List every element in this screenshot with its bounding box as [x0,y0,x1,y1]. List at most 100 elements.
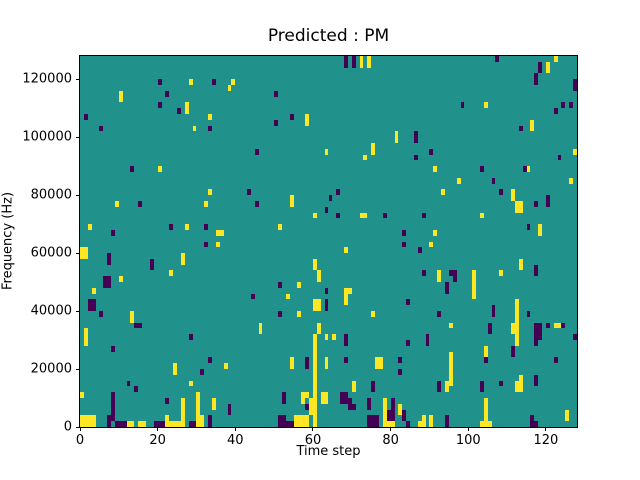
heatmap-cell [421,270,426,277]
heatmap-cell [448,380,453,387]
heatmap-cell [312,392,317,399]
heatmap-cell [312,398,317,404]
heatmap-cell [188,380,193,387]
heatmap-cell [378,357,383,364]
heatmap-cell [344,334,348,341]
heatmap-cell [278,282,282,288]
heatmap-cell [312,264,317,271]
heatmap-cell [487,421,492,427]
heatmap-cell [180,403,185,410]
heatmap-cell [518,380,523,387]
heatmap-cell [91,421,96,427]
heatmap-cell [324,299,329,306]
heatmap-cell [351,403,356,410]
heatmap-cell [371,421,376,427]
heatmap-cell [538,328,543,335]
heatmap-cell [281,415,286,422]
x-tick-label: 100 [455,433,481,448]
heatmap-cell [91,415,96,422]
heatmap-cell [371,415,376,422]
heatmap-cell [111,403,115,410]
heatmap-cell [324,305,329,312]
heatmap-cell [390,409,395,416]
heatmap-cell [351,380,356,387]
heatmap-cell [204,200,209,207]
heatmap-cell [433,229,438,236]
x-tick-label: 120 [533,433,559,448]
heatmap-cell [421,415,426,422]
heatmap-cell [344,293,348,300]
heatmap-cell [538,224,543,230]
heatmap-cell [153,421,158,427]
x-axis-label: Time step [296,444,361,459]
heatmap-cell [87,224,92,230]
heatmap-cell [83,113,88,120]
heatmap-cell [80,421,84,427]
heatmap-cell [351,61,356,68]
heatmap-cell [472,287,477,294]
heatmap-cell [534,340,539,346]
heatmap-cell [312,409,317,416]
x-tick-label: 60 [304,433,322,448]
heatmap-cell [483,345,488,352]
heatmap-cell [363,154,368,161]
heatmap-cell [87,415,92,422]
heatmap-cell [122,421,127,427]
x-axis-tick [545,427,547,431]
heatmap-cell [530,119,535,126]
heatmap-cell [510,195,515,201]
heatmap-cell [118,276,123,283]
heatmap-cell [472,293,477,300]
heatmap-cell [382,409,387,416]
y-axis-tick [76,136,80,138]
heatmap-cell [479,421,484,427]
heatmap-cell [258,322,263,329]
heatmap-cell [386,421,391,427]
heatmap-cell [483,398,488,404]
heatmap-cell [138,200,143,207]
heatmap-cell [312,415,317,422]
heatmap-cell [487,322,492,329]
heatmap-cell [514,311,519,317]
heatmap-cell [344,61,348,68]
heatmap-cell [297,282,302,288]
heatmap-cell [285,293,290,300]
heatmap-cell [367,421,372,427]
heatmap-cell [130,311,135,317]
heatmap-cell [367,398,372,404]
heatmap-cell [499,270,504,277]
heatmap-cell [367,56,372,62]
heatmap-cell [305,113,310,120]
heatmap-cell [305,119,310,126]
heatmap-cell [382,212,387,219]
heatmap-cell [545,322,550,329]
heatmap-cell [545,195,550,201]
heatmap-cell [371,311,376,317]
heatmap-cell [118,96,123,103]
heatmap-cell [437,311,442,317]
heatmap-cell [483,351,488,358]
heatmap-cell [518,200,523,207]
heatmap-cell [192,421,197,427]
heatmap-cell [534,374,539,381]
heatmap-cell [406,421,411,427]
heatmap-cell [522,166,527,172]
heatmap-cell [316,276,321,283]
heatmap-cell [196,403,201,410]
heatmap-cell [219,229,224,236]
heatmap-cell [417,421,422,427]
heatmap-cell [429,421,434,427]
heatmap-cell [180,409,185,416]
heatmap-cell [297,415,302,422]
x-axis-tick [157,427,159,431]
heatmap-cell [573,334,577,341]
heatmap-cell [340,398,345,404]
heatmap-cell [91,305,96,312]
heatmap-cell [274,90,279,97]
heatmap-cell [336,189,341,196]
heatmap-cell [324,357,329,364]
heatmap-cell [157,166,162,172]
heatmap-cell [196,415,201,422]
heatmap-cell [514,299,519,306]
heatmap-cell [359,212,364,219]
